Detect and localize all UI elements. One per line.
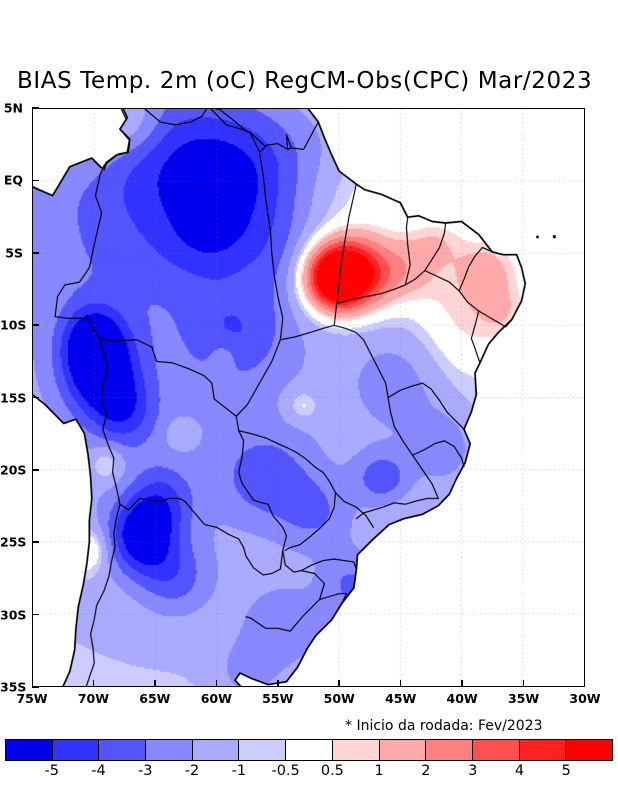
colorbar-segment [239, 740, 287, 760]
colorbar-segment [286, 740, 333, 760]
colorbar-segment [472, 740, 520, 760]
colorbar-tick-label: 5 [561, 763, 571, 779]
colorbar-tick-label: -1 [231, 763, 247, 779]
y-axis-tick [32, 469, 39, 471]
x-axis-tick [215, 680, 218, 687]
y-axis-label: 20S [0, 462, 27, 478]
y-axis-tick [32, 107, 39, 109]
y-axis-label: 25S [0, 534, 27, 550]
x-axis-tick [276, 680, 279, 687]
page-title: BIAS Temp. 2m (oC) RegCM-Obs(CPC) Mar/20… [17, 68, 593, 94]
x-axis-tick [461, 680, 463, 687]
colorbar-segment [566, 740, 612, 760]
y-axis-label: 5S [5, 245, 23, 261]
colorbar-segment [99, 740, 147, 760]
y-axis-tick [32, 686, 39, 688]
x-axis-tick [399, 680, 402, 687]
colorbar-tick-label: -3 [138, 763, 153, 779]
x-axis-label: 75W [16, 691, 48, 706]
y-axis-label: 30S [0, 607, 27, 623]
colorbar-tick-label: -5 [44, 763, 59, 779]
colorbar-tick-label: 1 [374, 763, 384, 779]
x-axis-tick [154, 680, 156, 687]
colorbar-tick-label: -4 [91, 763, 106, 779]
x-axis-label: 35W [507, 691, 540, 706]
colorbar-tick-label: 4 [514, 763, 525, 779]
run-start-note: * Inicio da rodada: Fev/2023 [345, 718, 543, 734]
x-axis-label: 55W [262, 691, 294, 706]
map-plot-area [32, 108, 585, 687]
x-axis-label: 30W [569, 691, 601, 706]
y-axis-tick [32, 251, 39, 254]
colorbar-tick-label: 3 [468, 763, 478, 779]
colorbar-segment [6, 740, 53, 760]
y-axis-tick [32, 396, 39, 399]
bias-temperature-heatmap [33, 109, 584, 686]
colorbar-segment [192, 740, 240, 760]
x-axis-tick [522, 680, 525, 687]
y-axis-tick [32, 179, 39, 182]
x-axis-label: 50W [323, 691, 355, 706]
colorbar-tick-label: 0.5 [320, 763, 344, 779]
colorbar-tick-label: -0.5 [271, 763, 300, 779]
x-axis-label: 40W [446, 691, 478, 706]
x-axis-label: 60W [200, 691, 232, 706]
colorbar-segment [332, 740, 380, 760]
y-axis-label: EQ [3, 172, 23, 188]
y-axis-label: 10S [0, 317, 27, 333]
colorbar [5, 739, 613, 761]
colorbar-segment [379, 740, 427, 760]
x-axis-label: 70W [77, 691, 110, 706]
colorbar-segment [519, 740, 567, 760]
x-axis-label: 65W [139, 691, 171, 706]
x-axis-label: 45W [385, 691, 417, 706]
y-axis-tick [32, 541, 39, 544]
colorbar-tick-label: -2 [184, 763, 200, 779]
y-axis-tick [32, 613, 39, 616]
y-axis-label: 5N [3, 100, 23, 116]
y-axis-label: 15S [0, 390, 27, 405]
colorbar-segment [52, 740, 100, 760]
y-axis-tick [32, 324, 39, 326]
colorbar-segment [146, 740, 193, 760]
colorbar-tick-labels: -5 -4 -3 -2 -1 -0.5 0.5 1 2 3 4 5 [5, 763, 613, 783]
colorbar-segment [426, 740, 473, 760]
y-axis-label: 35S [0, 679, 27, 695]
x-axis-tick [338, 680, 341, 687]
x-axis-tick [92, 680, 95, 687]
colorbar-tick-label: 2 [421, 763, 431, 779]
